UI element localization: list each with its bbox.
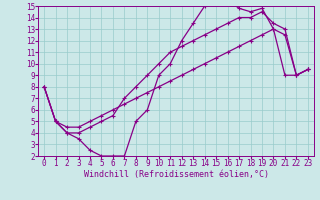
X-axis label: Windchill (Refroidissement éolien,°C): Windchill (Refroidissement éolien,°C) <box>84 170 268 179</box>
